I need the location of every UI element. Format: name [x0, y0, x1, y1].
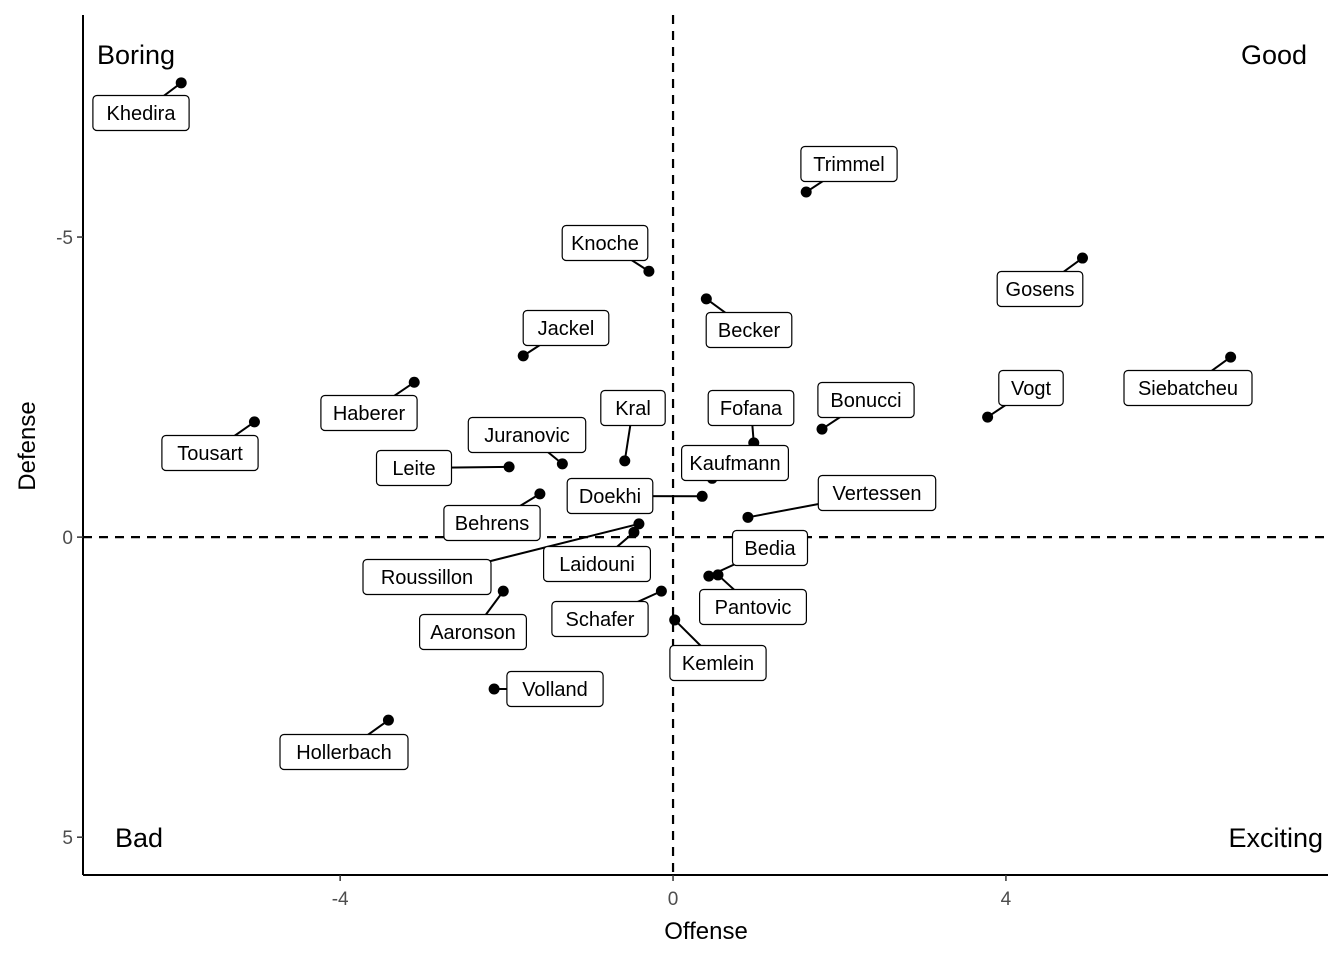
data-point: [1225, 352, 1236, 363]
data-point: [656, 586, 667, 597]
data-point: [383, 715, 394, 726]
point-label: Siebatcheu: [1124, 371, 1252, 406]
data-point: [633, 518, 644, 529]
data-point: [742, 512, 753, 523]
label-text: Laidouni: [559, 554, 635, 576]
label-text: Kral: [615, 398, 651, 420]
label-text: Kaufmann: [689, 453, 780, 475]
data-point: [697, 491, 708, 502]
label-text: Becker: [718, 320, 781, 342]
x-tick-label: -4: [332, 889, 349, 910]
label-text: Vertessen: [833, 483, 922, 505]
point-label: Behrens: [444, 506, 540, 541]
label-text: Hollerbach: [296, 742, 392, 764]
data-point: [712, 569, 723, 580]
quadrant-label-good: Good: [1241, 40, 1307, 70]
x-tick-label: 0: [668, 889, 679, 910]
label-text: Kemlein: [682, 653, 754, 675]
label-text: Aaronson: [430, 622, 516, 644]
data-point: [817, 424, 828, 435]
point-label: Laidouni: [544, 547, 651, 582]
y-axis-label: Defense: [14, 401, 41, 490]
data-point: [249, 416, 260, 427]
y-tick-label: -5: [56, 228, 73, 249]
point-label: Volland: [507, 672, 603, 707]
point-label: Fofana: [708, 391, 794, 426]
point-label: Kral: [601, 391, 665, 426]
data-point: [701, 293, 712, 304]
point-label: Roussillon: [363, 560, 491, 595]
data-point: [534, 488, 545, 499]
data-point: [489, 683, 500, 694]
label-text: Trimmel: [813, 154, 884, 176]
data-point: [498, 586, 509, 597]
data-point: [518, 350, 529, 361]
point-label: Vogt: [999, 371, 1063, 406]
point-label: Bedia: [733, 531, 808, 566]
data-point: [1077, 253, 1088, 264]
point-label: Aaronson: [420, 615, 527, 650]
data-point: [619, 455, 630, 466]
point-label: Bonucci: [818, 383, 914, 418]
data-point: [176, 77, 187, 88]
label-text: Doekhi: [579, 486, 641, 508]
label-text: Khedira: [107, 103, 177, 125]
label-text: Knoche: [571, 233, 639, 255]
point-label: Jackel: [523, 311, 609, 346]
point-label: Schafer: [552, 602, 648, 637]
y-tick-label: 0: [62, 528, 73, 549]
y-tick-label: 5: [62, 828, 73, 849]
label-text: Roussillon: [381, 567, 473, 589]
point-label: Haberer: [321, 396, 417, 431]
label-text: Gosens: [1006, 279, 1075, 301]
data-point: [409, 377, 420, 388]
point-label: Knoche: [562, 226, 648, 261]
point-label: Juranovic: [468, 418, 585, 453]
data-point: [557, 458, 568, 469]
point-label: Becker: [706, 313, 792, 348]
point-label: Trimmel: [801, 147, 897, 182]
data-point: [982, 412, 993, 423]
label-text: Juranovic: [484, 425, 570, 447]
point-label: Gosens: [997, 272, 1083, 307]
label-text: Pantovic: [715, 597, 792, 619]
point-label: Tousart: [162, 436, 258, 471]
label-text: Volland: [522, 679, 588, 701]
point-label: Vertessen: [818, 476, 935, 511]
quadrant-label-bad: Bad: [115, 823, 163, 853]
data-point: [801, 187, 812, 198]
x-tick-label: 4: [1001, 889, 1012, 910]
quadrant-label-exciting: Exciting: [1228, 823, 1323, 853]
label-text: Jackel: [538, 318, 595, 340]
data-point: [643, 266, 654, 277]
label-text: Behrens: [455, 513, 530, 535]
point-label: Kaufmann: [682, 446, 789, 481]
label-text: Haberer: [333, 403, 406, 425]
label-text: Leite: [392, 458, 435, 480]
label-text: Vogt: [1011, 378, 1051, 400]
label-text: Bedia: [744, 538, 796, 560]
label-text: Tousart: [177, 443, 243, 465]
point-label: Doekhi: [567, 479, 653, 514]
quadrant-label-boring: Boring: [97, 40, 175, 70]
label-text: Fofana: [720, 398, 783, 420]
x-axis-label: Offense: [664, 918, 748, 945]
point-label: Khedira: [93, 96, 189, 131]
data-point: [669, 614, 680, 625]
label-text: Bonucci: [830, 390, 901, 412]
point-label: Hollerbach: [280, 735, 408, 770]
point-label: Kemlein: [670, 646, 766, 681]
data-point: [504, 461, 515, 472]
label-text: Siebatcheu: [1138, 378, 1238, 400]
point-label: Pantovic: [700, 590, 807, 625]
label-text: Schafer: [566, 609, 635, 631]
point-label: Leite: [377, 451, 452, 486]
